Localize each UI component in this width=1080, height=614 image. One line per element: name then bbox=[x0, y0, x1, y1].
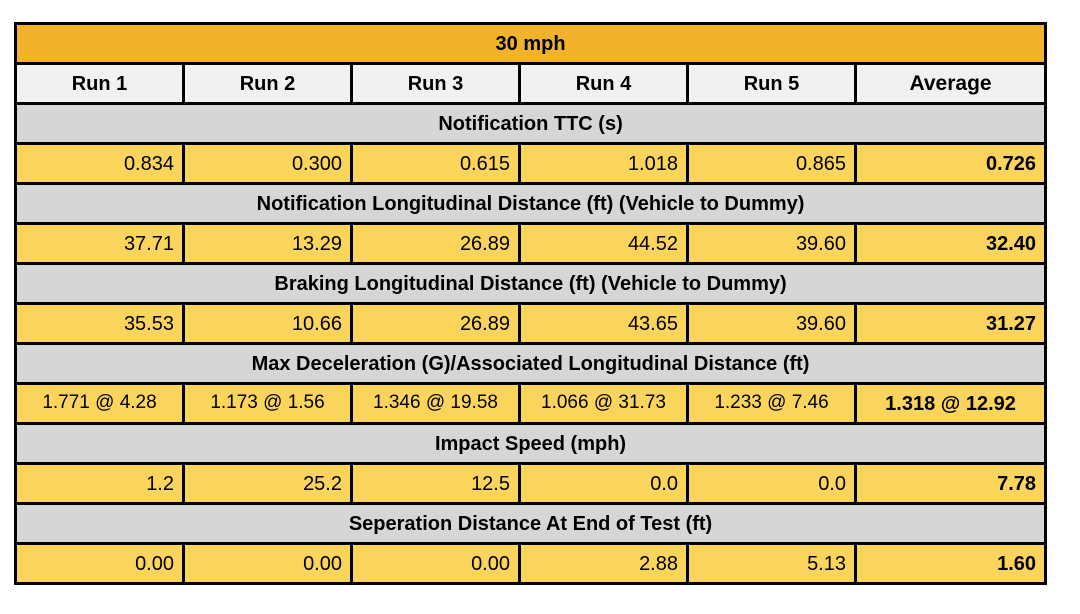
data-cell: 10.66 bbox=[182, 302, 353, 345]
data-cell: 35.53 bbox=[14, 302, 185, 345]
average-cell: 7.78 bbox=[853, 462, 1048, 505]
average-cell: 31.27 bbox=[853, 302, 1048, 345]
data-cell: 0.834 bbox=[14, 142, 185, 185]
data-row: 35.53 10.66 26.89 43.65 39.60 31.27 bbox=[14, 302, 1048, 345]
data-cell: 0.865 bbox=[686, 142, 857, 185]
data-cell: 0.0 bbox=[518, 462, 689, 505]
section-header-braking-distance: Braking Longitudinal Distance (ft) (Vehi… bbox=[13, 262, 1048, 305]
section-header-notification-distance: Notification Longitudinal Distance (ft) … bbox=[13, 182, 1048, 225]
section-header-row: Notification TTC (s) bbox=[13, 102, 1048, 145]
column-header-run4: Run 4 bbox=[518, 62, 689, 105]
data-cell: 1.233 @ 7.46 bbox=[686, 382, 857, 425]
average-cell: 32.40 bbox=[853, 222, 1048, 265]
data-row: 1.2 25.2 12.5 0.0 0.0 7.78 bbox=[14, 462, 1048, 505]
column-header-run2: Run 2 bbox=[182, 62, 353, 105]
data-cell: 12.5 bbox=[350, 462, 521, 505]
section-header-row: Max Deceleration (G)/Associated Longitud… bbox=[13, 342, 1048, 385]
column-header-run1: Run 1 bbox=[14, 62, 185, 105]
section-header-row: Notification Longitudinal Distance (ft) … bbox=[13, 182, 1048, 225]
data-cell: 13.29 bbox=[182, 222, 353, 265]
data-cell: 0.00 bbox=[350, 542, 521, 585]
data-cell: 1.018 bbox=[518, 142, 689, 185]
data-cell: 1.173 @ 1.56 bbox=[182, 382, 353, 425]
column-header-run3: Run 3 bbox=[350, 62, 521, 105]
data-cell: 1.771 @ 4.28 bbox=[14, 382, 185, 425]
data-row: 37.71 13.29 26.89 44.52 39.60 32.40 bbox=[14, 222, 1048, 265]
data-cell: 0.615 bbox=[350, 142, 521, 185]
average-cell: 1.318 @ 12.92 bbox=[853, 382, 1048, 425]
header-row: Run 1 Run 2 Run 3 Run 4 Run 5 Average bbox=[14, 62, 1048, 105]
data-cell: 5.13 bbox=[686, 542, 857, 585]
section-header-impact-speed: Impact Speed (mph) bbox=[13, 422, 1048, 465]
data-cell: 2.88 bbox=[518, 542, 689, 585]
data-cell: 1.346 @ 19.58 bbox=[350, 382, 521, 425]
data-row: 0.834 0.300 0.615 1.018 0.865 0.726 bbox=[14, 142, 1048, 185]
section-header-row: Impact Speed (mph) bbox=[13, 422, 1048, 465]
results-table: 30 mph Run 1 Run 2 Run 3 Run 4 Run 5 Ave… bbox=[13, 22, 1048, 585]
section-header-separation-distance: Seperation Distance At End of Test (ft) bbox=[13, 502, 1048, 545]
data-row: 0.00 0.00 0.00 2.88 5.13 1.60 bbox=[14, 542, 1048, 585]
data-cell: 1.2 bbox=[14, 462, 185, 505]
column-header-average: Average bbox=[853, 62, 1048, 105]
data-cell: 0.0 bbox=[686, 462, 857, 505]
data-cell: 0.00 bbox=[182, 542, 353, 585]
data-cell: 43.65 bbox=[518, 302, 689, 345]
data-cell: 0.00 bbox=[14, 542, 185, 585]
data-cell: 25.2 bbox=[182, 462, 353, 505]
section-header-notification-ttc: Notification TTC (s) bbox=[13, 102, 1048, 145]
average-cell: 1.60 bbox=[853, 542, 1048, 585]
data-cell: 37.71 bbox=[14, 222, 185, 265]
data-cell: 39.60 bbox=[686, 302, 857, 345]
column-header-run5: Run 5 bbox=[686, 62, 857, 105]
data-cell: 26.89 bbox=[350, 222, 521, 265]
data-cell: 1.066 @ 31.73 bbox=[518, 382, 689, 425]
section-header-max-deceleration: Max Deceleration (G)/Associated Longitud… bbox=[13, 342, 1048, 385]
table-title: 30 mph bbox=[13, 22, 1048, 65]
title-row: 30 mph bbox=[13, 22, 1048, 65]
data-row: 1.771 @ 4.28 1.173 @ 1.56 1.346 @ 19.58 … bbox=[14, 382, 1048, 425]
section-header-row: Braking Longitudinal Distance (ft) (Vehi… bbox=[13, 262, 1048, 305]
section-header-row: Seperation Distance At End of Test (ft) bbox=[13, 502, 1048, 545]
data-cell: 39.60 bbox=[686, 222, 857, 265]
average-cell: 0.726 bbox=[853, 142, 1048, 185]
data-cell: 0.300 bbox=[182, 142, 353, 185]
data-cell: 26.89 bbox=[350, 302, 521, 345]
data-cell: 44.52 bbox=[518, 222, 689, 265]
